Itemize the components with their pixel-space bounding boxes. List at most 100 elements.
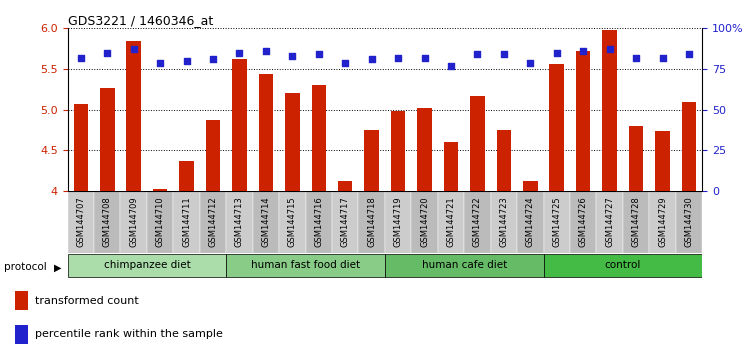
Text: chimpanzee diet: chimpanzee diet xyxy=(104,260,190,270)
Text: GSM144711: GSM144711 xyxy=(182,196,191,247)
Text: GSM144714: GSM144714 xyxy=(261,196,270,247)
Bar xyxy=(517,191,544,253)
Bar xyxy=(650,191,676,253)
Bar xyxy=(68,191,94,253)
Bar xyxy=(576,51,590,191)
Point xyxy=(578,48,590,54)
Point xyxy=(154,60,166,65)
Point xyxy=(630,55,642,61)
Bar xyxy=(391,112,406,191)
Bar xyxy=(602,30,617,191)
Point xyxy=(498,52,510,57)
Text: percentile rank within the sample: percentile rank within the sample xyxy=(35,329,223,339)
Point xyxy=(75,55,87,61)
Point xyxy=(472,52,484,57)
Text: ▶: ▶ xyxy=(54,262,62,272)
Bar xyxy=(312,85,326,191)
Point xyxy=(656,55,668,61)
Bar xyxy=(682,102,696,191)
Point xyxy=(604,47,616,52)
Text: GSM144713: GSM144713 xyxy=(235,196,244,247)
Text: GSM144720: GSM144720 xyxy=(420,196,429,247)
Bar xyxy=(153,189,167,191)
Bar xyxy=(306,191,332,253)
Point xyxy=(339,60,351,65)
Text: GSM144709: GSM144709 xyxy=(129,196,138,247)
Text: GSM144726: GSM144726 xyxy=(579,196,588,247)
Bar xyxy=(490,191,517,253)
Point xyxy=(445,63,457,69)
Bar xyxy=(74,104,88,191)
Point xyxy=(260,48,272,54)
Text: GSM144725: GSM144725 xyxy=(552,196,561,247)
Bar xyxy=(100,88,114,191)
Text: GSM144715: GSM144715 xyxy=(288,196,297,247)
Bar xyxy=(126,41,141,191)
Point xyxy=(366,56,378,62)
Bar xyxy=(544,254,702,277)
Bar xyxy=(147,191,173,253)
Bar xyxy=(550,64,564,191)
Bar xyxy=(252,191,279,253)
Bar xyxy=(206,120,220,191)
Bar xyxy=(412,191,438,253)
Point xyxy=(234,50,246,56)
Bar xyxy=(120,191,147,253)
Bar xyxy=(623,191,650,253)
Bar xyxy=(338,181,352,191)
Text: GSM144729: GSM144729 xyxy=(658,196,667,247)
Bar xyxy=(570,191,596,253)
Point xyxy=(418,55,430,61)
Bar xyxy=(226,254,385,277)
Text: GSM144717: GSM144717 xyxy=(341,196,350,247)
Bar xyxy=(629,126,644,191)
Bar xyxy=(285,93,300,191)
Text: GSM144728: GSM144728 xyxy=(632,196,641,247)
Text: GSM144724: GSM144724 xyxy=(526,196,535,247)
Text: human cafe diet: human cafe diet xyxy=(421,260,507,270)
Bar xyxy=(15,325,28,344)
Bar xyxy=(200,191,226,253)
Text: GSM144722: GSM144722 xyxy=(473,196,482,247)
Bar xyxy=(496,130,511,191)
Bar xyxy=(364,130,379,191)
Bar xyxy=(173,191,200,253)
Bar xyxy=(596,191,623,253)
Text: GSM144721: GSM144721 xyxy=(447,196,456,247)
Bar xyxy=(358,191,385,253)
Text: GSM144723: GSM144723 xyxy=(499,196,508,247)
Text: GSM144718: GSM144718 xyxy=(367,196,376,247)
Point xyxy=(312,52,324,57)
Bar xyxy=(438,191,464,253)
Point xyxy=(392,55,404,61)
Bar xyxy=(385,191,412,253)
Text: GDS3221 / 1460346_at: GDS3221 / 1460346_at xyxy=(68,14,213,27)
Text: GSM144710: GSM144710 xyxy=(155,196,164,247)
Point xyxy=(286,53,298,59)
Bar xyxy=(258,74,273,191)
Point xyxy=(180,58,192,64)
Point xyxy=(524,60,536,65)
Bar xyxy=(279,191,306,253)
Point xyxy=(128,47,140,52)
Bar xyxy=(385,254,544,277)
Bar xyxy=(179,161,194,191)
Text: GSM144708: GSM144708 xyxy=(103,196,112,247)
Bar xyxy=(444,142,458,191)
Bar xyxy=(470,96,484,191)
Point xyxy=(550,50,562,56)
Text: GSM144719: GSM144719 xyxy=(394,196,403,247)
Bar xyxy=(94,191,120,253)
Bar xyxy=(232,59,247,191)
Bar xyxy=(676,191,702,253)
Point xyxy=(101,50,113,56)
Point xyxy=(683,52,695,57)
Bar xyxy=(418,108,432,191)
Point xyxy=(207,56,219,62)
Bar xyxy=(226,191,252,253)
Text: protocol: protocol xyxy=(4,262,47,272)
Text: GSM144712: GSM144712 xyxy=(209,196,218,247)
Bar xyxy=(523,181,538,191)
Text: control: control xyxy=(605,260,641,270)
Text: GSM144727: GSM144727 xyxy=(605,196,614,247)
